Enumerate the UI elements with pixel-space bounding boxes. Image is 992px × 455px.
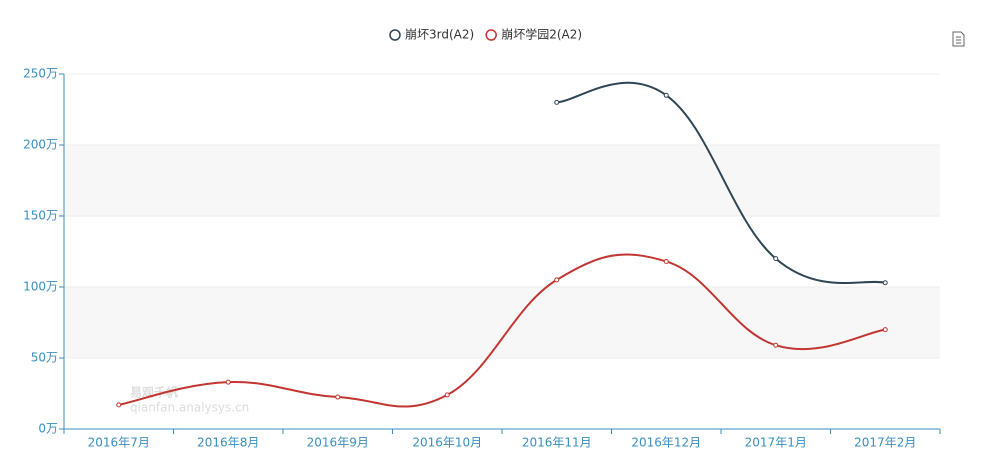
x-tick-label: 2016年12月: [631, 436, 701, 450]
y-tick-label: 100万: [23, 280, 58, 294]
x-tick-label: 2016年7月: [88, 436, 150, 450]
x-tick-label: 2016年9月: [307, 436, 369, 450]
legend: 崩坏3rd(A2) 崩坏学园2(A2): [389, 27, 582, 42]
data-point: [663, 92, 669, 98]
x-tick-label: 2016年10月: [412, 436, 482, 450]
y-tick-label: 0万: [38, 422, 58, 436]
split-area: [64, 145, 940, 216]
series-line: [118, 253, 886, 408]
legend-label[interactable]: 崩坏学园2(A2): [501, 27, 582, 42]
data-point: [554, 277, 560, 283]
x-tick-label: 2017年1月: [745, 436, 807, 450]
series-line: [556, 81, 886, 284]
data-point: [663, 258, 669, 264]
data-point: [773, 342, 779, 348]
legend-label[interactable]: 崩坏3rd(A2): [405, 28, 474, 42]
x-tick-label: 2016年11月: [522, 436, 592, 450]
data-point: [882, 327, 888, 333]
data-point: [554, 99, 560, 105]
data-point: [444, 392, 450, 398]
data-point: [335, 394, 341, 400]
legend-icon: [389, 29, 401, 41]
watermark-url: qianfan.analysys.cn: [130, 401, 249, 415]
data-point: [116, 402, 122, 408]
data-point: [773, 256, 779, 262]
split-area: [64, 287, 940, 358]
data-point: [225, 379, 231, 385]
y-tick-label: 200万: [23, 138, 58, 152]
x-tick-label: 2016年8月: [197, 436, 259, 450]
y-tick-label: 250万: [23, 67, 58, 81]
data-point: [882, 280, 888, 286]
legend-icon: [485, 29, 497, 41]
toolbox-icon[interactable]: [952, 31, 965, 47]
watermark: 易观千帆: [130, 385, 178, 400]
x-tick-label: 2017年2月: [854, 436, 916, 450]
y-tick-label: 150万: [23, 209, 58, 223]
y-tick-label: 50万: [31, 351, 58, 365]
